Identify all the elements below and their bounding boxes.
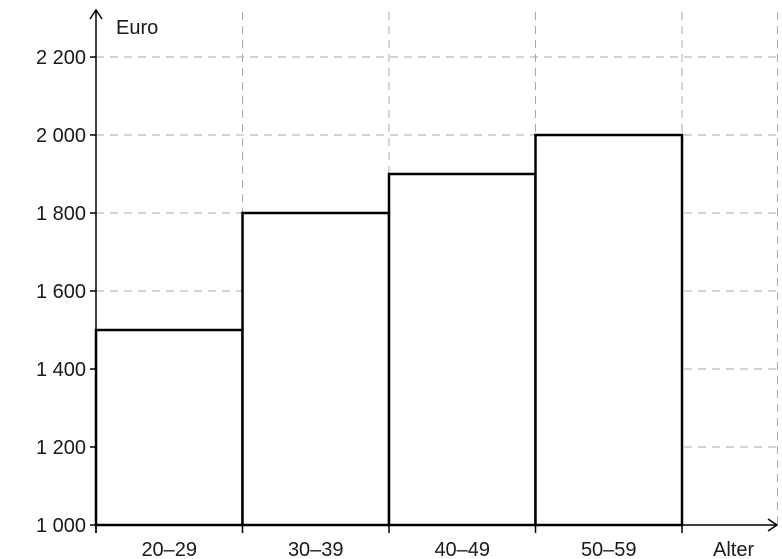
y-tick-label: 1 600 bbox=[36, 281, 86, 303]
ticks bbox=[90, 56, 683, 533]
y-tick-label: 1 400 bbox=[36, 359, 86, 381]
y-tick-label: 1 800 bbox=[36, 203, 86, 225]
y-axis-label: Euro bbox=[116, 17, 158, 39]
labels: Euro Alter 1 000 1 200 1 400 1 600 1 800 2 00… bbox=[36, 17, 755, 559]
x-tick-label: 30–39 bbox=[288, 539, 344, 559]
x-tick-label: 40–49 bbox=[434, 539, 490, 559]
y-tick-label: 1 000 bbox=[36, 515, 86, 537]
bar bbox=[534, 133, 684, 527]
bar bbox=[94, 328, 244, 527]
x-axis-arrow-icon bbox=[767, 518, 779, 532]
y-tick-label: 2 200 bbox=[36, 47, 86, 69]
bar bbox=[241, 211, 391, 527]
x-tick-label: 20–29 bbox=[141, 539, 197, 559]
bar bbox=[387, 172, 537, 527]
x-axis-label: Alter bbox=[713, 539, 754, 559]
axes bbox=[89, 8, 779, 533]
y-tick-label: 1 200 bbox=[36, 437, 86, 459]
x-tick-label: 50–59 bbox=[581, 539, 637, 559]
y-axis-arrow-icon bbox=[89, 8, 103, 20]
bars bbox=[94, 133, 684, 527]
y-tick-label: 2 000 bbox=[36, 125, 86, 147]
